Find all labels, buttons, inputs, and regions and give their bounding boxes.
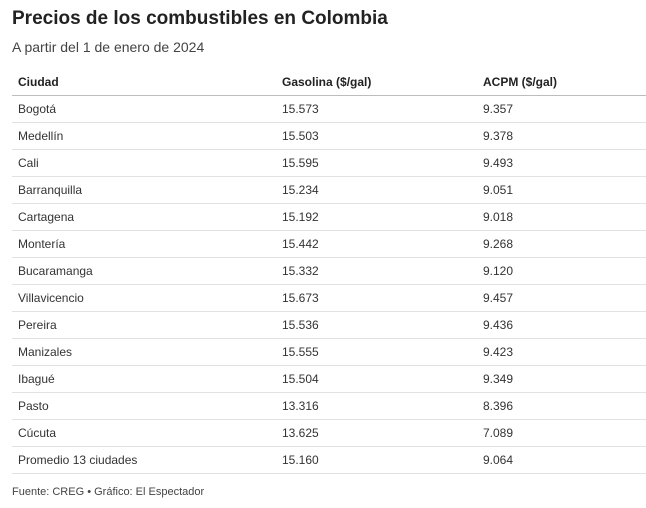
- chart-title: Precios de los combustibles en Colombia: [12, 8, 388, 29]
- cell-acpm: 9.378: [477, 122, 646, 150]
- table-row: Villavicencio 15.673 9.457: [12, 284, 646, 312]
- cell-city: Bogotá: [12, 95, 276, 123]
- cell-city: Cúcuta: [12, 419, 276, 447]
- cell-gasoline: 15.234: [276, 176, 477, 204]
- cell-city: Villavicencio: [12, 284, 276, 312]
- cell-city: Bucaramanga: [12, 257, 276, 285]
- cell-acpm: 9.051: [477, 176, 646, 204]
- table-row: Promedio 13 ciudades 15.160 9.064: [12, 446, 646, 474]
- cell-gasoline: 15.192: [276, 203, 477, 231]
- cell-gasoline: 15.332: [276, 257, 477, 285]
- cell-acpm: 9.064: [477, 446, 646, 474]
- cell-city: Promedio 13 ciudades: [12, 446, 276, 474]
- cell-acpm: 9.349: [477, 365, 646, 393]
- table-row: Pasto 13.316 8.396: [12, 392, 646, 420]
- cell-gasoline: 15.160: [276, 446, 477, 474]
- table-header-row: Ciudad Gasolina ($/gal) ACPM ($/gal): [12, 69, 646, 96]
- table-row: Medellín 15.503 9.378: [12, 122, 646, 150]
- table-row: Bucaramanga 15.332 9.120: [12, 257, 646, 285]
- table-row: Ibagué 15.504 9.349: [12, 365, 646, 393]
- cell-city: Medellín: [12, 122, 276, 150]
- cell-gasoline: 15.504: [276, 365, 477, 393]
- cell-acpm: 9.018: [477, 203, 646, 231]
- table-row: Cali 15.595 9.493: [12, 149, 646, 177]
- cell-city: Pasto: [12, 392, 276, 420]
- cell-acpm: 9.357: [477, 95, 646, 123]
- column-header-city: Ciudad: [12, 69, 276, 96]
- cell-gasoline: 15.536: [276, 311, 477, 339]
- cell-city: Barranquilla: [12, 176, 276, 204]
- cell-acpm: 9.268: [477, 230, 646, 258]
- cell-city: Pereira: [12, 311, 276, 339]
- source-note: Fuente: CREG • Gráfico: El Espectador: [12, 486, 205, 498]
- table-row: Cúcuta 13.625 7.089: [12, 419, 646, 447]
- cell-gasoline: 13.625: [276, 419, 477, 447]
- cell-gasoline: 15.442: [276, 230, 477, 258]
- cell-gasoline: 15.555: [276, 338, 477, 366]
- cell-gasoline: 15.503: [276, 122, 477, 150]
- cell-city: Cartagena: [12, 203, 276, 231]
- column-header-acpm: ACPM ($/gal): [477, 69, 646, 96]
- cell-city: Manizales: [12, 338, 276, 366]
- cell-city: Montería: [12, 230, 276, 258]
- table-row: Barranquilla 15.234 9.051: [12, 176, 646, 204]
- table-row: Manizales 15.555 9.423: [12, 338, 646, 366]
- table-body: Bogotá 15.573 9.357 Medellín 15.503 9.378 Cali…: [12, 95, 646, 474]
- table-row: Cartagena 15.192 9.018: [12, 203, 646, 231]
- cell-acpm: 9.493: [477, 149, 646, 177]
- cell-city: Ibagué: [12, 365, 276, 393]
- cell-city: Cali: [12, 149, 276, 177]
- cell-acpm: 9.423: [477, 338, 646, 366]
- cell-acpm: 7.089: [477, 419, 646, 447]
- column-header-gasoline: Gasolina ($/gal): [276, 69, 477, 96]
- cell-acpm: 9.436: [477, 311, 646, 339]
- cell-acpm: 9.457: [477, 284, 646, 312]
- cell-gasoline: 15.673: [276, 284, 477, 312]
- chart-subtitle: A partir del 1 de enero de 2024: [12, 39, 205, 55]
- table-row: Bogotá 15.573 9.357: [12, 95, 646, 123]
- fuel-price-table: Ciudad Gasolina ($/gal) ACPM ($/gal) Bog…: [12, 69, 646, 474]
- cell-gasoline: 15.573: [276, 95, 477, 123]
- cell-gasoline: 13.316: [276, 392, 477, 420]
- cell-gasoline: 15.595: [276, 149, 477, 177]
- table-row: Pereira 15.536 9.436: [12, 311, 646, 339]
- cell-acpm: 8.396: [477, 392, 646, 420]
- cell-acpm: 9.120: [477, 257, 646, 285]
- table-header: Ciudad Gasolina ($/gal) ACPM ($/gal): [12, 69, 646, 96]
- table-row: Montería 15.442 9.268: [12, 230, 646, 258]
